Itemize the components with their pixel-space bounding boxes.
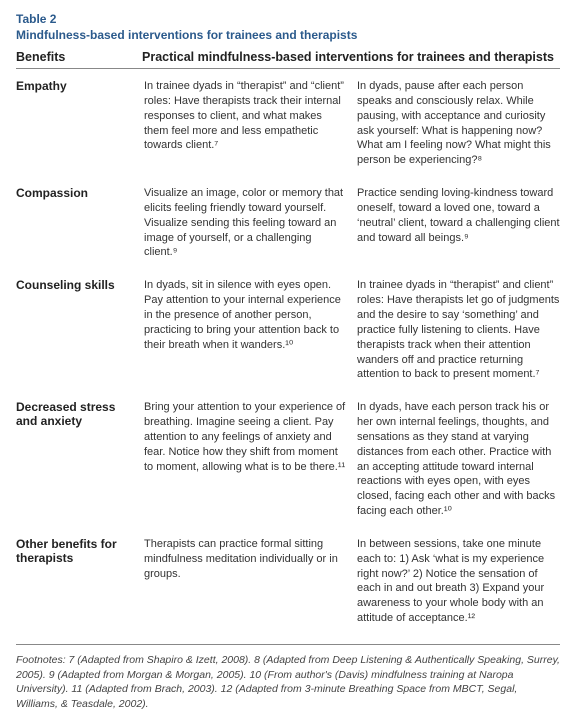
table-header-row: Benefits Practical mindfulness-based int… [16,50,560,69]
intervention-col1: Visualize an image, color or memory that… [144,186,357,260]
intervention-col2: In between sessions, take one minute eac… [357,537,560,626]
table-title: Mindfulness-based interventions for trai… [16,28,560,42]
intervention-col1: Bring your attention to your experience … [144,400,357,519]
intervention-col2: In trainee dyads in “therapist” and clie… [357,278,560,382]
intervention-col2: Practice sending loving-kindness toward … [357,186,560,260]
intervention-col1: In dyads, sit in silence with eyes open.… [144,278,357,382]
header-benefits: Benefits [16,50,136,64]
intervention-col2: In dyads, pause after each person speaks… [357,79,560,168]
benefit-label: Other benefits for therapists [16,537,144,626]
table-row: Counseling skills In dyads, sit in silen… [16,278,560,382]
table-label: Table 2 [16,12,560,26]
footnotes: Footnotes: 7 (Adapted from Shapiro & Ize… [16,653,560,712]
table-row: Empathy In trainee dyads in “therapist” … [16,79,560,168]
header-practical: Practical mindfulness-based intervention… [136,50,560,64]
table-row: Other benefits for therapists Therapists… [16,537,560,626]
benefit-label: Counseling skills [16,278,144,382]
benefit-label: Empathy [16,79,144,168]
table-row: Decreased stress and anxiety Bring your … [16,400,560,519]
benefit-label: Decreased stress and anxiety [16,400,144,519]
table-row: Compassion Visualize an image, color or … [16,186,560,260]
intervention-col1: Therapists can practice formal sitting m… [144,537,357,626]
bottom-divider [16,644,560,645]
intervention-col1: In trainee dyads in “therapist” and “cli… [144,79,357,168]
intervention-col2: In dyads, have each person track his or … [357,400,560,519]
benefit-label: Compassion [16,186,144,260]
